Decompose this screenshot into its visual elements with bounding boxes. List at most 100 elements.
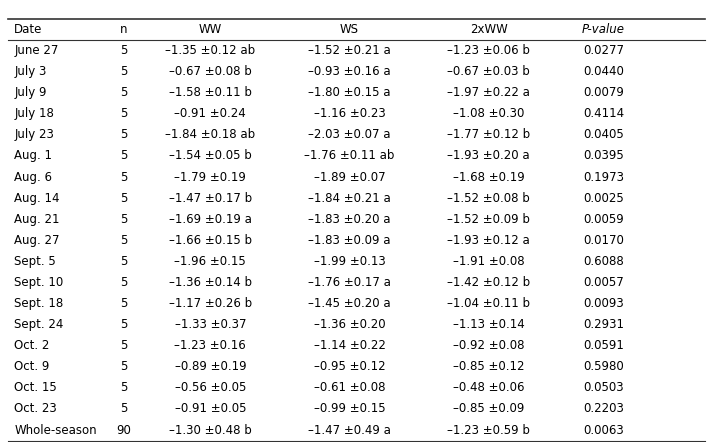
Text: 5: 5 <box>120 381 127 394</box>
Text: –1.68 ±0.19: –1.68 ±0.19 <box>453 171 525 183</box>
Text: 0.0025: 0.0025 <box>583 192 624 205</box>
Text: July 3: July 3 <box>14 65 46 78</box>
Text: –1.97 ±0.22 a: –1.97 ±0.22 a <box>447 86 530 99</box>
Text: 0.2931: 0.2931 <box>583 318 624 331</box>
Text: –1.42 ±0.12 b: –1.42 ±0.12 b <box>447 276 530 289</box>
Text: 5: 5 <box>120 44 127 57</box>
Text: 0.0277: 0.0277 <box>583 44 624 57</box>
Text: Sept. 24: Sept. 24 <box>14 318 63 331</box>
Text: 0.6088: 0.6088 <box>583 255 624 268</box>
Text: 90: 90 <box>116 423 130 437</box>
Text: –1.08 ±0.30: –1.08 ±0.30 <box>453 107 525 120</box>
Text: –1.69 ±0.19 a: –1.69 ±0.19 a <box>169 213 252 226</box>
Text: 0.0503: 0.0503 <box>583 381 624 394</box>
Text: –1.16 ±0.23: –1.16 ±0.23 <box>314 107 386 120</box>
Text: –0.91 ±0.05: –0.91 ±0.05 <box>175 403 246 415</box>
Text: Date: Date <box>14 23 43 36</box>
Text: 5: 5 <box>120 86 127 99</box>
Text: –1.52 ±0.08 b: –1.52 ±0.08 b <box>447 192 530 205</box>
Text: Aug. 27: Aug. 27 <box>14 234 60 247</box>
Text: 5: 5 <box>120 339 127 352</box>
Text: –1.04 ±0.11 b: –1.04 ±0.11 b <box>447 297 530 310</box>
Text: July 23: July 23 <box>14 129 54 141</box>
Text: 0.4114: 0.4114 <box>583 107 624 120</box>
Text: 0.0057: 0.0057 <box>583 276 624 289</box>
Text: –1.47 ±0.17 b: –1.47 ±0.17 b <box>169 192 252 205</box>
Text: –1.83 ±0.09 a: –1.83 ±0.09 a <box>308 234 391 247</box>
Text: –0.93 ±0.16 a: –0.93 ±0.16 a <box>308 65 391 78</box>
Text: –1.84 ±0.21 a: –1.84 ±0.21 a <box>308 192 391 205</box>
Text: –1.47 ±0.49 a: –1.47 ±0.49 a <box>308 423 391 437</box>
Text: –1.93 ±0.12 a: –1.93 ±0.12 a <box>447 234 530 247</box>
Text: 5: 5 <box>120 65 127 78</box>
Text: –1.36 ±0.14 b: –1.36 ±0.14 b <box>169 276 252 289</box>
Text: Aug. 14: Aug. 14 <box>14 192 60 205</box>
Text: Aug. 6: Aug. 6 <box>14 171 52 183</box>
Text: 5: 5 <box>120 360 127 373</box>
Text: –1.58 ±0.11 b: –1.58 ±0.11 b <box>169 86 252 99</box>
Text: Aug. 1: Aug. 1 <box>14 149 52 163</box>
Text: 0.2203: 0.2203 <box>583 403 624 415</box>
Text: –1.23 ±0.59 b: –1.23 ±0.59 b <box>447 423 530 437</box>
Text: –1.54 ±0.05 b: –1.54 ±0.05 b <box>169 149 252 163</box>
Text: –1.23 ±0.06 b: –1.23 ±0.06 b <box>447 44 530 57</box>
Text: –1.14 ±0.22: –1.14 ±0.22 <box>314 339 386 352</box>
Text: 5: 5 <box>120 213 127 226</box>
Text: –0.92 ±0.08: –0.92 ±0.08 <box>453 339 525 352</box>
Text: July 9: July 9 <box>14 86 46 99</box>
Text: Oct. 15: Oct. 15 <box>14 381 57 394</box>
Text: –2.03 ±0.07 a: –2.03 ±0.07 a <box>308 129 391 141</box>
Text: n: n <box>120 23 127 36</box>
Text: –1.93 ±0.20 a: –1.93 ±0.20 a <box>448 149 530 163</box>
Text: –1.79 ±0.19: –1.79 ±0.19 <box>175 171 246 183</box>
Text: –1.52 ±0.21 a: –1.52 ±0.21 a <box>308 44 391 57</box>
Text: 0.0170: 0.0170 <box>583 234 624 247</box>
Text: June 27: June 27 <box>14 44 58 57</box>
Text: –1.83 ±0.20 a: –1.83 ±0.20 a <box>308 213 391 226</box>
Text: –1.35 ±0.12 ab: –1.35 ±0.12 ab <box>165 44 255 57</box>
Text: 0.1973: 0.1973 <box>583 171 624 183</box>
Text: 5: 5 <box>120 149 127 163</box>
Text: –0.56 ±0.05: –0.56 ±0.05 <box>175 381 246 394</box>
Text: 0.5980: 0.5980 <box>583 360 624 373</box>
Text: 5: 5 <box>120 318 127 331</box>
Text: 5: 5 <box>120 255 127 268</box>
Text: 5: 5 <box>120 297 127 310</box>
Text: –0.99 ±0.15: –0.99 ±0.15 <box>314 403 385 415</box>
Text: Oct. 9: Oct. 9 <box>14 360 49 373</box>
Text: Sept. 18: Sept. 18 <box>14 297 63 310</box>
Text: 5: 5 <box>120 107 127 120</box>
Text: –1.45 ±0.20 a: –1.45 ±0.20 a <box>308 297 391 310</box>
Text: –0.85 ±0.12: –0.85 ±0.12 <box>453 360 525 373</box>
Text: 5: 5 <box>120 276 127 289</box>
Text: WW: WW <box>199 23 222 36</box>
Text: –1.17 ±0.26 b: –1.17 ±0.26 b <box>169 297 252 310</box>
Text: –1.76 ±0.11 ab: –1.76 ±0.11 ab <box>304 149 395 163</box>
Text: 0.0063: 0.0063 <box>583 423 624 437</box>
Text: 0.0440: 0.0440 <box>583 65 624 78</box>
Text: –0.61 ±0.08: –0.61 ±0.08 <box>314 381 385 394</box>
Text: 0.0079: 0.0079 <box>583 86 624 99</box>
Text: 0.0093: 0.0093 <box>583 297 624 310</box>
Text: –0.48 ±0.06: –0.48 ±0.06 <box>453 381 525 394</box>
Text: –0.91 ±0.24: –0.91 ±0.24 <box>175 107 246 120</box>
Text: –1.23 ±0.16: –1.23 ±0.16 <box>175 339 246 352</box>
Text: –0.95 ±0.12: –0.95 ±0.12 <box>314 360 385 373</box>
Text: –1.52 ±0.09 b: –1.52 ±0.09 b <box>447 213 530 226</box>
Text: P-value: P-value <box>582 23 625 36</box>
Text: 0.0395: 0.0395 <box>583 149 624 163</box>
Text: Whole-season: Whole-season <box>14 423 97 437</box>
Text: 5: 5 <box>120 129 127 141</box>
Text: Oct. 2: Oct. 2 <box>14 339 49 352</box>
Text: –1.80 ±0.15 a: –1.80 ±0.15 a <box>308 86 391 99</box>
Text: –1.91 ±0.08: –1.91 ±0.08 <box>453 255 525 268</box>
Text: –1.84 ±0.18 ab: –1.84 ±0.18 ab <box>165 129 255 141</box>
Text: 5: 5 <box>120 171 127 183</box>
Text: –0.89 ±0.19: –0.89 ±0.19 <box>175 360 246 373</box>
Text: WS: WS <box>340 23 359 36</box>
Text: –1.30 ±0.48 b: –1.30 ±0.48 b <box>169 423 252 437</box>
Text: –1.13 ±0.14: –1.13 ±0.14 <box>453 318 525 331</box>
Text: –0.67 ±0.08 b: –0.67 ±0.08 b <box>169 65 252 78</box>
Text: –1.89 ±0.07: –1.89 ±0.07 <box>314 171 385 183</box>
Text: July 18: July 18 <box>14 107 54 120</box>
